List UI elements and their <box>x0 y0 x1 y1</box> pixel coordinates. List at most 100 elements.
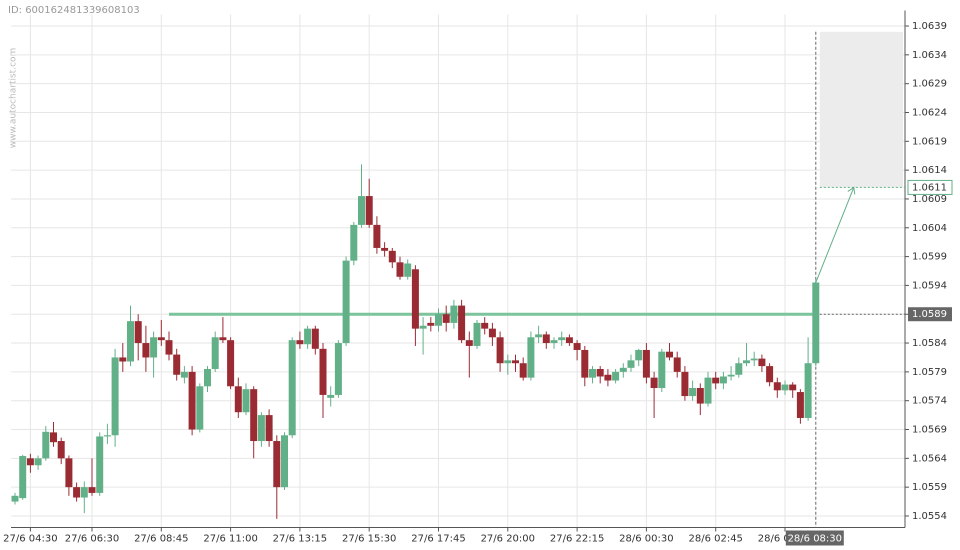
candle-body <box>219 337 227 341</box>
candle-body <box>712 377 720 384</box>
x-tick-label: 27/6 15:30 <box>342 534 396 545</box>
candle-body <box>173 354 181 375</box>
candle-body <box>627 360 635 368</box>
candle-body <box>743 360 750 364</box>
y-tick-label: 1.0559 <box>912 482 947 493</box>
candle-body <box>804 363 812 418</box>
x-tick-label: 27/6 17:45 <box>411 534 465 545</box>
candle-body <box>80 487 88 498</box>
candle-body <box>19 456 27 499</box>
candle-body <box>57 441 65 459</box>
time-label-box <box>785 530 844 546</box>
candle-body <box>612 371 620 381</box>
candle-body <box>604 374 612 381</box>
candle-body <box>550 340 558 344</box>
candle-body <box>650 377 658 389</box>
candle-body <box>165 340 173 355</box>
candle-body <box>180 371 188 378</box>
y-tick-label: 1.0634 <box>912 50 947 61</box>
candle-body <box>766 366 774 383</box>
candle-body <box>111 357 119 436</box>
forecast-zone <box>819 31 903 188</box>
candle-body <box>442 314 450 323</box>
candle-body <box>288 340 296 436</box>
candle-body <box>542 334 550 344</box>
candle-body <box>157 337 165 341</box>
y-tick-label: 1.0609 <box>912 194 947 205</box>
candle-body <box>450 305 458 323</box>
candle-body <box>42 431 50 459</box>
candle-body <box>334 343 342 395</box>
candle-body <box>658 351 666 389</box>
forecast-label: 1.0611 <box>912 182 947 193</box>
candle-body <box>796 392 804 418</box>
candle-body <box>50 432 57 443</box>
candle-body <box>519 363 527 378</box>
y-tick-label: 1.0569 <box>912 425 947 436</box>
candle-body <box>565 337 573 344</box>
candle-body <box>227 340 235 387</box>
candle-body <box>727 374 735 377</box>
time-label: 28/6 08:30 <box>788 534 842 545</box>
x-tick-label: 28/6 05:00 <box>758 534 812 545</box>
candle-body <box>481 322 489 329</box>
candle-body <box>188 371 196 430</box>
candle-body <box>365 196 373 225</box>
candle-body <box>781 384 789 391</box>
candle-body <box>735 363 743 375</box>
candle-body <box>535 334 543 338</box>
candle-body <box>150 337 158 358</box>
candle-body <box>642 349 650 378</box>
candle-body <box>758 358 766 367</box>
y-tick-label: 1.0629 <box>912 79 947 90</box>
candle-body <box>257 415 265 442</box>
candle-body <box>512 360 519 364</box>
x-tick-label: 27/6 22:15 <box>550 534 604 545</box>
candle-body <box>581 349 589 378</box>
y-tick-label: 1.0599 <box>912 252 947 263</box>
candle-body <box>573 343 581 350</box>
candle-body <box>234 386 242 413</box>
y-tick-label: 1.0564 <box>912 453 947 464</box>
candle-body <box>673 357 681 372</box>
candle-body <box>96 436 104 493</box>
candle-body <box>350 224 358 261</box>
candle-body <box>689 388 697 397</box>
level-label-box <box>908 307 952 322</box>
x-tick-label: 27/6 20:00 <box>481 534 535 545</box>
forecast-arrowhead <box>847 186 856 195</box>
candle-body <box>789 384 797 391</box>
candle-body <box>242 389 250 413</box>
candle-body <box>65 458 73 488</box>
candle-body <box>681 371 689 397</box>
x-tick-label: 28/6 02:45 <box>688 534 742 545</box>
candle-body <box>304 328 312 345</box>
x-tick-label: 27/6 04:30 <box>3 534 57 545</box>
candle-body <box>589 368 596 378</box>
candle-body <box>719 376 727 384</box>
candle-body <box>404 263 412 277</box>
candle-body <box>196 386 204 430</box>
y-tick-label: 1.0579 <box>912 367 947 378</box>
candle-body <box>127 321 134 362</box>
x-tick-label: 27/6 08:45 <box>134 534 188 545</box>
candle-body <box>265 415 273 442</box>
y-tick-label: 1.0554 <box>912 511 947 522</box>
candle-body <box>750 358 758 361</box>
y-tick-label: 1.0584 <box>912 338 947 349</box>
candle-body <box>465 340 473 346</box>
candle-body <box>773 382 781 391</box>
candle-body <box>473 322 481 346</box>
candle-body <box>388 250 396 263</box>
candle-body <box>273 441 281 488</box>
candle-body <box>558 337 566 341</box>
candle-body <box>666 351 673 358</box>
candle-body <box>296 340 304 345</box>
candle-body <box>504 360 512 364</box>
candle-body <box>142 343 150 358</box>
candle-body <box>73 487 81 498</box>
candle-body <box>635 349 643 361</box>
candle-body <box>342 260 350 344</box>
candle-body <box>396 262 404 277</box>
